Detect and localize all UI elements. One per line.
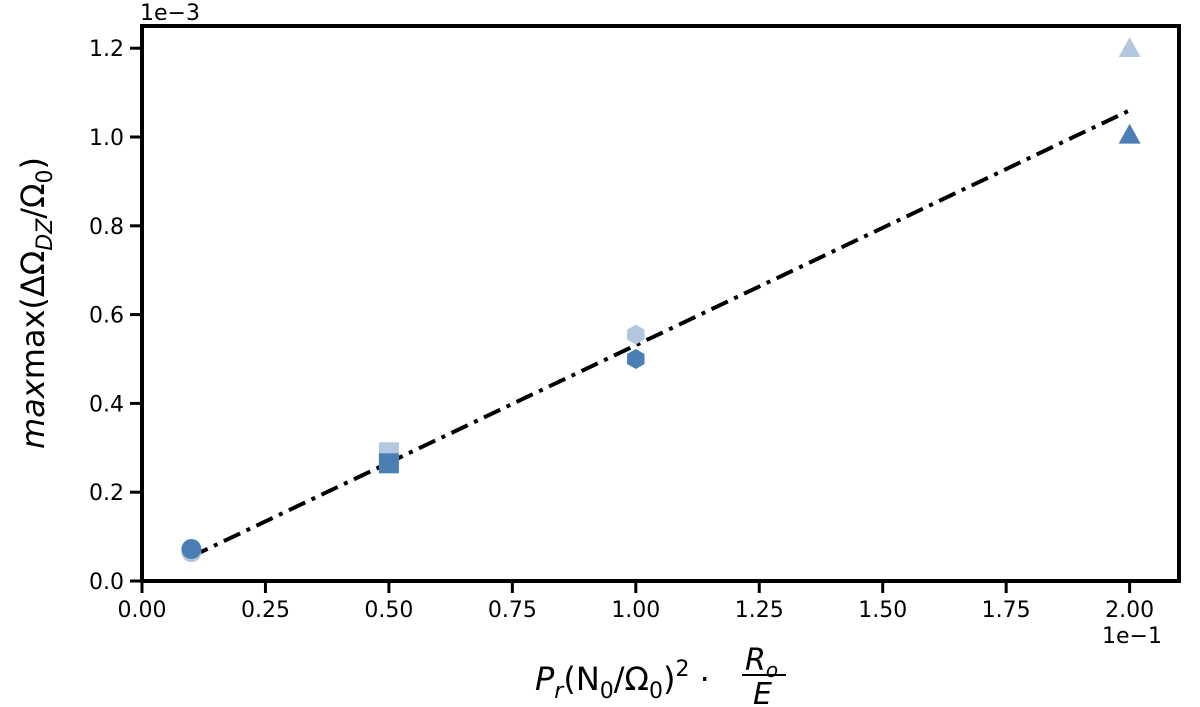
fit-line — [190, 108, 1131, 559]
fit-line-group — [190, 108, 1131, 559]
x-tick-label: 2.00 — [1105, 598, 1154, 623]
x-axis-label-frac-den: E — [753, 677, 772, 707]
data-point-triangle — [1118, 123, 1141, 144]
markers-group — [181, 37, 1141, 563]
x-tick-label: 1.00 — [611, 598, 660, 623]
x-tick-label: 1.50 — [858, 598, 907, 623]
y-tick-label: 0.8 — [89, 215, 124, 240]
y-tick-label: 0.4 — [89, 392, 124, 417]
x-tick-label: 0.75 — [488, 598, 537, 623]
data-point-hexagon — [627, 324, 645, 345]
y-tick-label: 1.0 — [89, 126, 124, 151]
y-tick-label: 0.2 — [89, 481, 124, 506]
y-tick-label: 0.0 — [89, 570, 124, 595]
x-tick-label: 1.25 — [735, 598, 784, 623]
x-offset-text: 1e−1 — [1102, 624, 1162, 649]
data-point-triangle — [1118, 37, 1141, 57]
data-point-hexagon — [627, 349, 645, 369]
x-tick-label: 0.50 — [364, 598, 413, 623]
data-point-square — [378, 453, 399, 474]
data-point-circle — [181, 539, 202, 560]
plot-frame — [140, 24, 1181, 583]
y-tick-label: 1.2 — [89, 37, 124, 62]
x-axis-label: Pr(N0/Ω0)2 · — [535, 657, 710, 704]
ticks-group: 0.00 0.25 0.50 0.75 1.00 1.25 1.50 1.75 2.00 0.0 0… — [89, 37, 1154, 623]
y-tick-label: 0.6 — [89, 304, 124, 329]
y-offset-text: 1e−3 — [140, 1, 200, 26]
x-tick-label: 0.00 — [118, 598, 167, 623]
y-axis-label: maxmax(ΔΩDZ/Ω0) — [14, 157, 58, 449]
x-tick-label: 1.75 — [982, 598, 1031, 623]
x-tick-label: 0.25 — [241, 598, 290, 623]
